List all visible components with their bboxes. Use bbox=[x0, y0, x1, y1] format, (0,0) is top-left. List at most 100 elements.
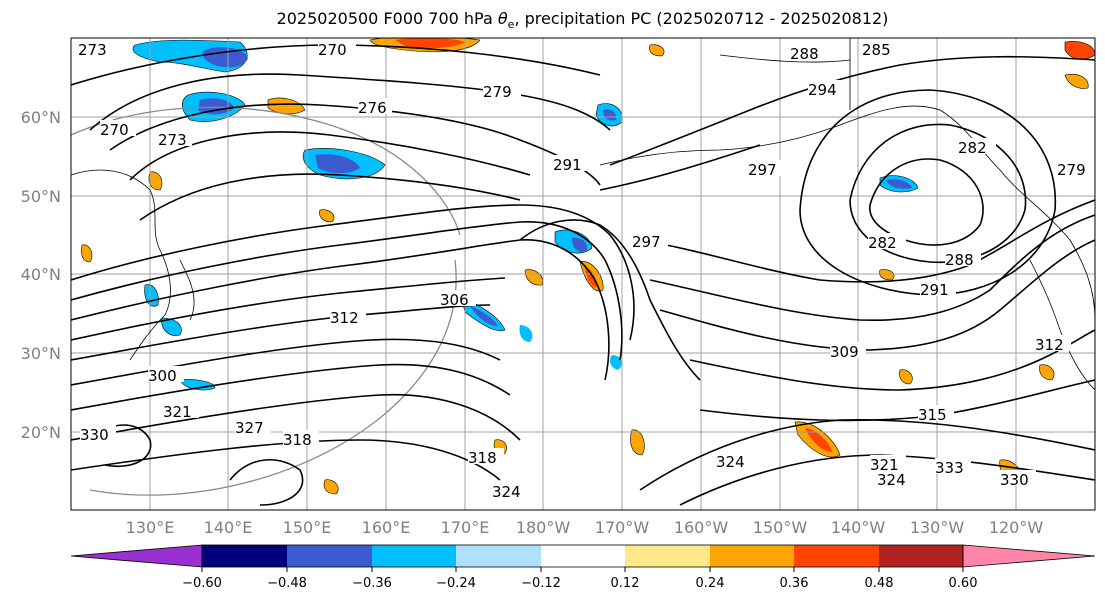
precip-patch bbox=[395, 38, 465, 49]
precip-patch bbox=[630, 429, 645, 456]
precip-patch bbox=[1039, 364, 1055, 381]
precip-patch bbox=[585, 268, 597, 288]
precip-patch bbox=[470, 306, 498, 326]
contour-label: 315 bbox=[918, 406, 947, 424]
precip-patch bbox=[519, 325, 533, 342]
colorbar: −0.60 −0.48 −0.36 −0.24 −0.12 0.12 0.24 … bbox=[70, 544, 1096, 591]
precip-patch bbox=[649, 44, 665, 57]
colorbar-tick-label: −0.12 bbox=[521, 576, 561, 591]
map-plot-area: 273 270 270 273 276 279 288 285 294 282 … bbox=[71, 38, 1095, 510]
colorbar-tick-labels: −0.60 −0.48 −0.36 −0.24 −0.12 0.12 0.24 … bbox=[182, 576, 977, 591]
contour-label: 312 bbox=[330, 309, 359, 327]
contour-label: 294 bbox=[808, 81, 837, 99]
contour-label: 270 bbox=[100, 121, 129, 139]
map-title: 2025020500 F000 700 hPa θe, precipitatio… bbox=[0, 9, 1105, 31]
colorbar-tick-label: −0.24 bbox=[436, 576, 476, 591]
contour-label: 291 bbox=[920, 281, 949, 299]
contour-label: 327 bbox=[235, 419, 264, 437]
precip-patch bbox=[603, 109, 617, 121]
lon-label: 140°W bbox=[831, 518, 886, 537]
lon-label: 160°W bbox=[674, 518, 729, 537]
contour-label: 324 bbox=[877, 471, 906, 489]
precip-patch bbox=[148, 171, 163, 191]
colorbar-tick-label: 0.48 bbox=[865, 576, 894, 591]
precip-patch bbox=[805, 428, 832, 452]
colorbar-segment bbox=[202, 545, 287, 567]
lat-label: 30°N bbox=[21, 344, 61, 363]
colorbar-tick-label: −0.36 bbox=[352, 576, 392, 591]
contour-label: 330 bbox=[1000, 471, 1029, 489]
precip-patch bbox=[1064, 73, 1089, 89]
precip-patch bbox=[899, 369, 913, 385]
precip-patch bbox=[315, 154, 360, 174]
contour-label: 312 bbox=[1035, 336, 1064, 354]
precip-patch bbox=[202, 47, 248, 68]
contour-label: 324 bbox=[492, 483, 521, 501]
contour-label: 282 bbox=[958, 139, 987, 157]
latitude-labels: 60°N 50°N 40°N 30°N 20°N bbox=[21, 108, 61, 442]
lon-label: 150°W bbox=[753, 518, 808, 537]
contour-label: 318 bbox=[283, 431, 312, 449]
title-prefix: 2025020500 F000 700 hPa bbox=[276, 9, 498, 28]
lon-label: 140°E bbox=[204, 518, 253, 537]
contour-label: 279 bbox=[1057, 161, 1086, 179]
lat-label: 60°N bbox=[21, 108, 61, 127]
precip-patch bbox=[323, 479, 339, 495]
precip-patch bbox=[267, 97, 306, 115]
precip-patch bbox=[610, 355, 622, 370]
contour-label: 333 bbox=[935, 459, 964, 477]
contour-label: 279 bbox=[483, 83, 512, 101]
contour-labels: 273 270 270 273 276 279 288 285 294 282 … bbox=[78, 40, 1093, 501]
colorbar-tick-label: 0.12 bbox=[611, 576, 640, 591]
contour-label: 291 bbox=[553, 156, 582, 174]
coastlines bbox=[71, 38, 1095, 391]
contour-label: 300 bbox=[148, 367, 177, 385]
lon-label: 180°W bbox=[516, 518, 571, 537]
colorbar-segment bbox=[710, 545, 794, 567]
title-subscript: e bbox=[507, 18, 515, 32]
contour-label: 321 bbox=[163, 403, 192, 421]
colorbar-frame bbox=[201, 544, 964, 568]
colorbar-segment bbox=[372, 545, 456, 567]
precip-patch bbox=[572, 237, 588, 253]
colorbar-extend-max bbox=[962, 544, 1096, 568]
contour-label: 288 bbox=[945, 251, 974, 269]
lon-label: 160°E bbox=[362, 518, 411, 537]
lon-label: 170°E bbox=[441, 518, 490, 537]
lat-label: 40°N bbox=[21, 265, 61, 284]
title-suffix: , precipitation PC (2025020712 - 2025020… bbox=[514, 9, 889, 28]
colorbar-tick-label: 0.60 bbox=[949, 576, 978, 591]
contour-label: 270 bbox=[318, 41, 347, 59]
precip-patch bbox=[879, 269, 895, 281]
colorbar-segment bbox=[879, 545, 963, 567]
lon-label: 130°W bbox=[910, 518, 965, 537]
contour-label: 318 bbox=[468, 449, 497, 467]
colorbar-tick-label: 0.24 bbox=[696, 576, 725, 591]
longitude-labels: 130°E 140°E 150°E 160°E 170°E 180°W 170°… bbox=[126, 518, 1044, 537]
contour-label: 306 bbox=[440, 291, 469, 309]
colorbar-segment bbox=[625, 545, 710, 567]
contour-label: 321 bbox=[870, 456, 899, 474]
precip-patch bbox=[319, 209, 335, 223]
contour-label: 282 bbox=[868, 234, 897, 252]
map-frame bbox=[70, 37, 1096, 511]
range-rings bbox=[71, 106, 461, 496]
lat-label: 50°N bbox=[21, 187, 61, 206]
contour-label: 297 bbox=[748, 161, 777, 179]
colorbar-segment bbox=[794, 545, 879, 567]
colorbar-ticks bbox=[201, 567, 964, 572]
contour-label: 273 bbox=[78, 41, 107, 59]
colorbar-segment bbox=[541, 545, 625, 567]
lon-label: 120°W bbox=[989, 518, 1044, 537]
lon-label: 130°E bbox=[126, 518, 175, 537]
colorbar-tick-label: 0.36 bbox=[780, 576, 809, 591]
map-gridlines bbox=[71, 38, 1095, 510]
precip-patch bbox=[81, 244, 93, 263]
colorbar-segment bbox=[287, 545, 372, 567]
contour-label: 288 bbox=[790, 45, 819, 63]
contour-label: 273 bbox=[158, 131, 187, 149]
lon-label: 150°E bbox=[283, 518, 332, 537]
colorbar-segment bbox=[456, 545, 541, 567]
title-theta: θ bbox=[497, 9, 508, 28]
